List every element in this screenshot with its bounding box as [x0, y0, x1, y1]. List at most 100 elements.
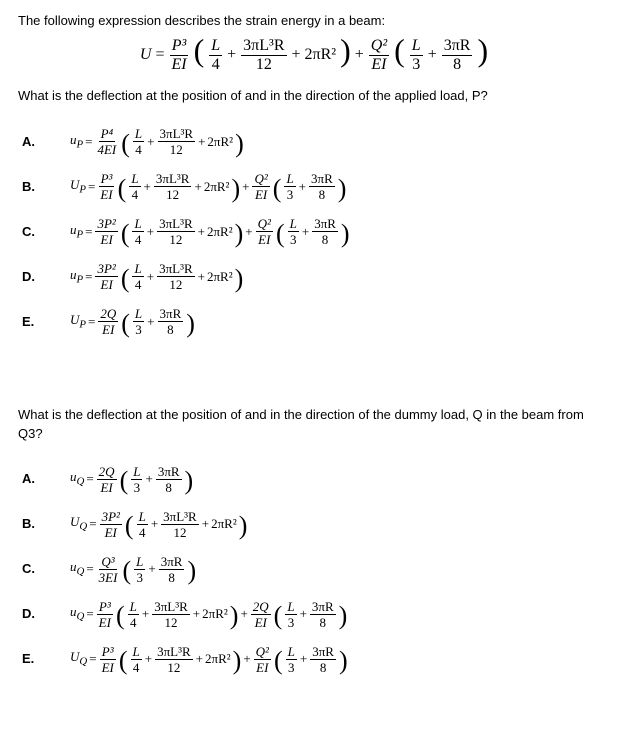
denominator: 12 — [162, 615, 179, 629]
numerator: L — [133, 307, 144, 322]
choice-lhs: uP — [70, 131, 83, 153]
denominator: 12 — [167, 277, 184, 291]
f1n: L — [410, 38, 423, 56]
fraction: L3 — [131, 465, 142, 494]
denominator: EI — [98, 187, 114, 201]
numerator: 3πL³R — [158, 127, 196, 142]
plus: + — [300, 605, 307, 623]
numerator: 3πL³R — [161, 510, 199, 525]
choice-equation: UQ = P³EI(L4 + 3πL³R12 + 2πR²) + Q²EI(L3… — [70, 645, 348, 674]
equals: = — [86, 560, 93, 578]
page: The following expression describes the s… — [0, 0, 628, 714]
question-2-choices: A.uQ = 2QEI(L3 + 3πR8)B.UQ = 3P²EI(L4 + … — [22, 465, 610, 674]
denominator: 4 — [133, 232, 144, 246]
tail-term: 2πR² — [211, 515, 237, 533]
plus: + — [245, 223, 252, 241]
equals: = — [86, 470, 93, 488]
fraction: L4 — [137, 510, 148, 539]
denominator: 8 — [318, 660, 329, 674]
choice-equation: UP = P³EI(L4 + 3πL³R12 + 2πR²) + Q²EI(L3… — [70, 172, 346, 201]
numerator: P³ — [99, 172, 115, 187]
equals-sign: = — [155, 46, 168, 63]
numerator: 3P² — [95, 217, 117, 232]
choice-lhs: uQ — [70, 603, 84, 625]
equals: = — [88, 313, 95, 331]
plus: + — [243, 650, 250, 668]
choice-label: E. — [22, 313, 70, 331]
plus: + — [194, 178, 201, 196]
fraction: P³EI — [98, 172, 114, 201]
tail-term: 2πR² — [205, 650, 231, 668]
choice-equation: UQ = 3P²EI(L4 + 3πL³R12 + 2πR²) — [70, 510, 247, 539]
fraction: L4 — [133, 127, 144, 156]
main-t2-num: Q² — [369, 38, 389, 56]
main-term2-outer-frac: Q² EI — [369, 38, 389, 73]
choice-row: C.uP = 3P²EI(L4 + 3πL³R12 + 2πR²) + Q²EI… — [22, 217, 610, 246]
fraction: 3πR8 — [159, 555, 185, 584]
main-t1-f1: L 4 — [209, 38, 222, 73]
plus: + — [147, 313, 154, 331]
fraction: P³EI — [100, 645, 116, 674]
numerator: Q² — [254, 645, 271, 660]
plus: + — [145, 650, 152, 668]
choice-lhs: UQ — [70, 648, 87, 670]
denominator: EI — [254, 660, 270, 674]
denominator: 3 — [134, 570, 145, 584]
fraction: L4 — [131, 645, 142, 674]
numerator: L — [137, 510, 148, 525]
plus: + — [196, 650, 203, 668]
main-term1-outer-frac: P³ EI — [169, 38, 188, 73]
numerator: L — [284, 172, 295, 187]
plus: + — [151, 515, 158, 533]
fraction: 3πL³R12 — [155, 645, 193, 674]
main-t2-f2: 3πR 8 — [442, 38, 473, 73]
choice-label: C. — [22, 223, 70, 241]
plus: + — [355, 46, 368, 63]
numerator: 3πR — [310, 600, 336, 615]
fraction: 3πL³R12 — [152, 600, 190, 629]
equals: = — [86, 605, 93, 623]
numerator: 3πL³R — [157, 217, 195, 232]
choice-equation: uQ = P³EI(L4 + 3πL³R12 + 2πR²) + 2QEI(L3… — [70, 600, 347, 629]
choice-row: A.uP = P⁴4EI(L4 + 3πL³R12 + 2πR²) — [22, 127, 610, 156]
intro-text: The following expression describes the s… — [18, 12, 610, 30]
choice-label: A. — [22, 133, 70, 151]
numerator: L — [131, 645, 142, 660]
fraction: L3 — [284, 172, 295, 201]
f1d: 3 — [410, 56, 422, 73]
numerator: 3πR — [159, 555, 185, 570]
rparen-icon: ) — [340, 32, 351, 68]
numerator: L — [128, 600, 139, 615]
plus: + — [193, 605, 200, 623]
choice-row: A.uQ = 2QEI(L3 + 3πR8) — [22, 465, 610, 494]
numerator: 3πR — [309, 172, 335, 187]
fraction: L3 — [134, 555, 145, 584]
denominator: 4 — [130, 187, 141, 201]
denominator: 12 — [167, 232, 184, 246]
fraction: 3P²EI — [95, 217, 117, 246]
plus: + — [202, 515, 209, 533]
denominator: 4 — [133, 277, 144, 291]
fraction: 2QEI — [97, 465, 117, 494]
plus: + — [242, 178, 249, 196]
numerator: L — [133, 127, 144, 142]
fraction: 3P²EI — [95, 262, 117, 291]
choice-equation: UP = 2QEI(L3 + 3πR8) — [70, 307, 195, 336]
equals: = — [85, 268, 92, 286]
denominator: 8 — [165, 322, 176, 336]
plus: + — [302, 223, 309, 241]
numerator: 3πR — [312, 217, 338, 232]
f1d: 4 — [210, 56, 222, 73]
numerator: L — [286, 645, 297, 660]
plus: + — [198, 133, 205, 151]
denominator: EI — [100, 322, 116, 336]
fraction: L3 — [288, 217, 299, 246]
choice-lhs: UP — [70, 176, 86, 198]
choice-lhs: UQ — [70, 513, 87, 535]
tail-term: 2πR² — [202, 605, 228, 623]
numerator: L — [132, 217, 143, 232]
denominator: EI — [103, 525, 119, 539]
denominator: 8 — [318, 615, 329, 629]
plus: + — [428, 46, 441, 63]
denominator: 12 — [168, 142, 185, 156]
